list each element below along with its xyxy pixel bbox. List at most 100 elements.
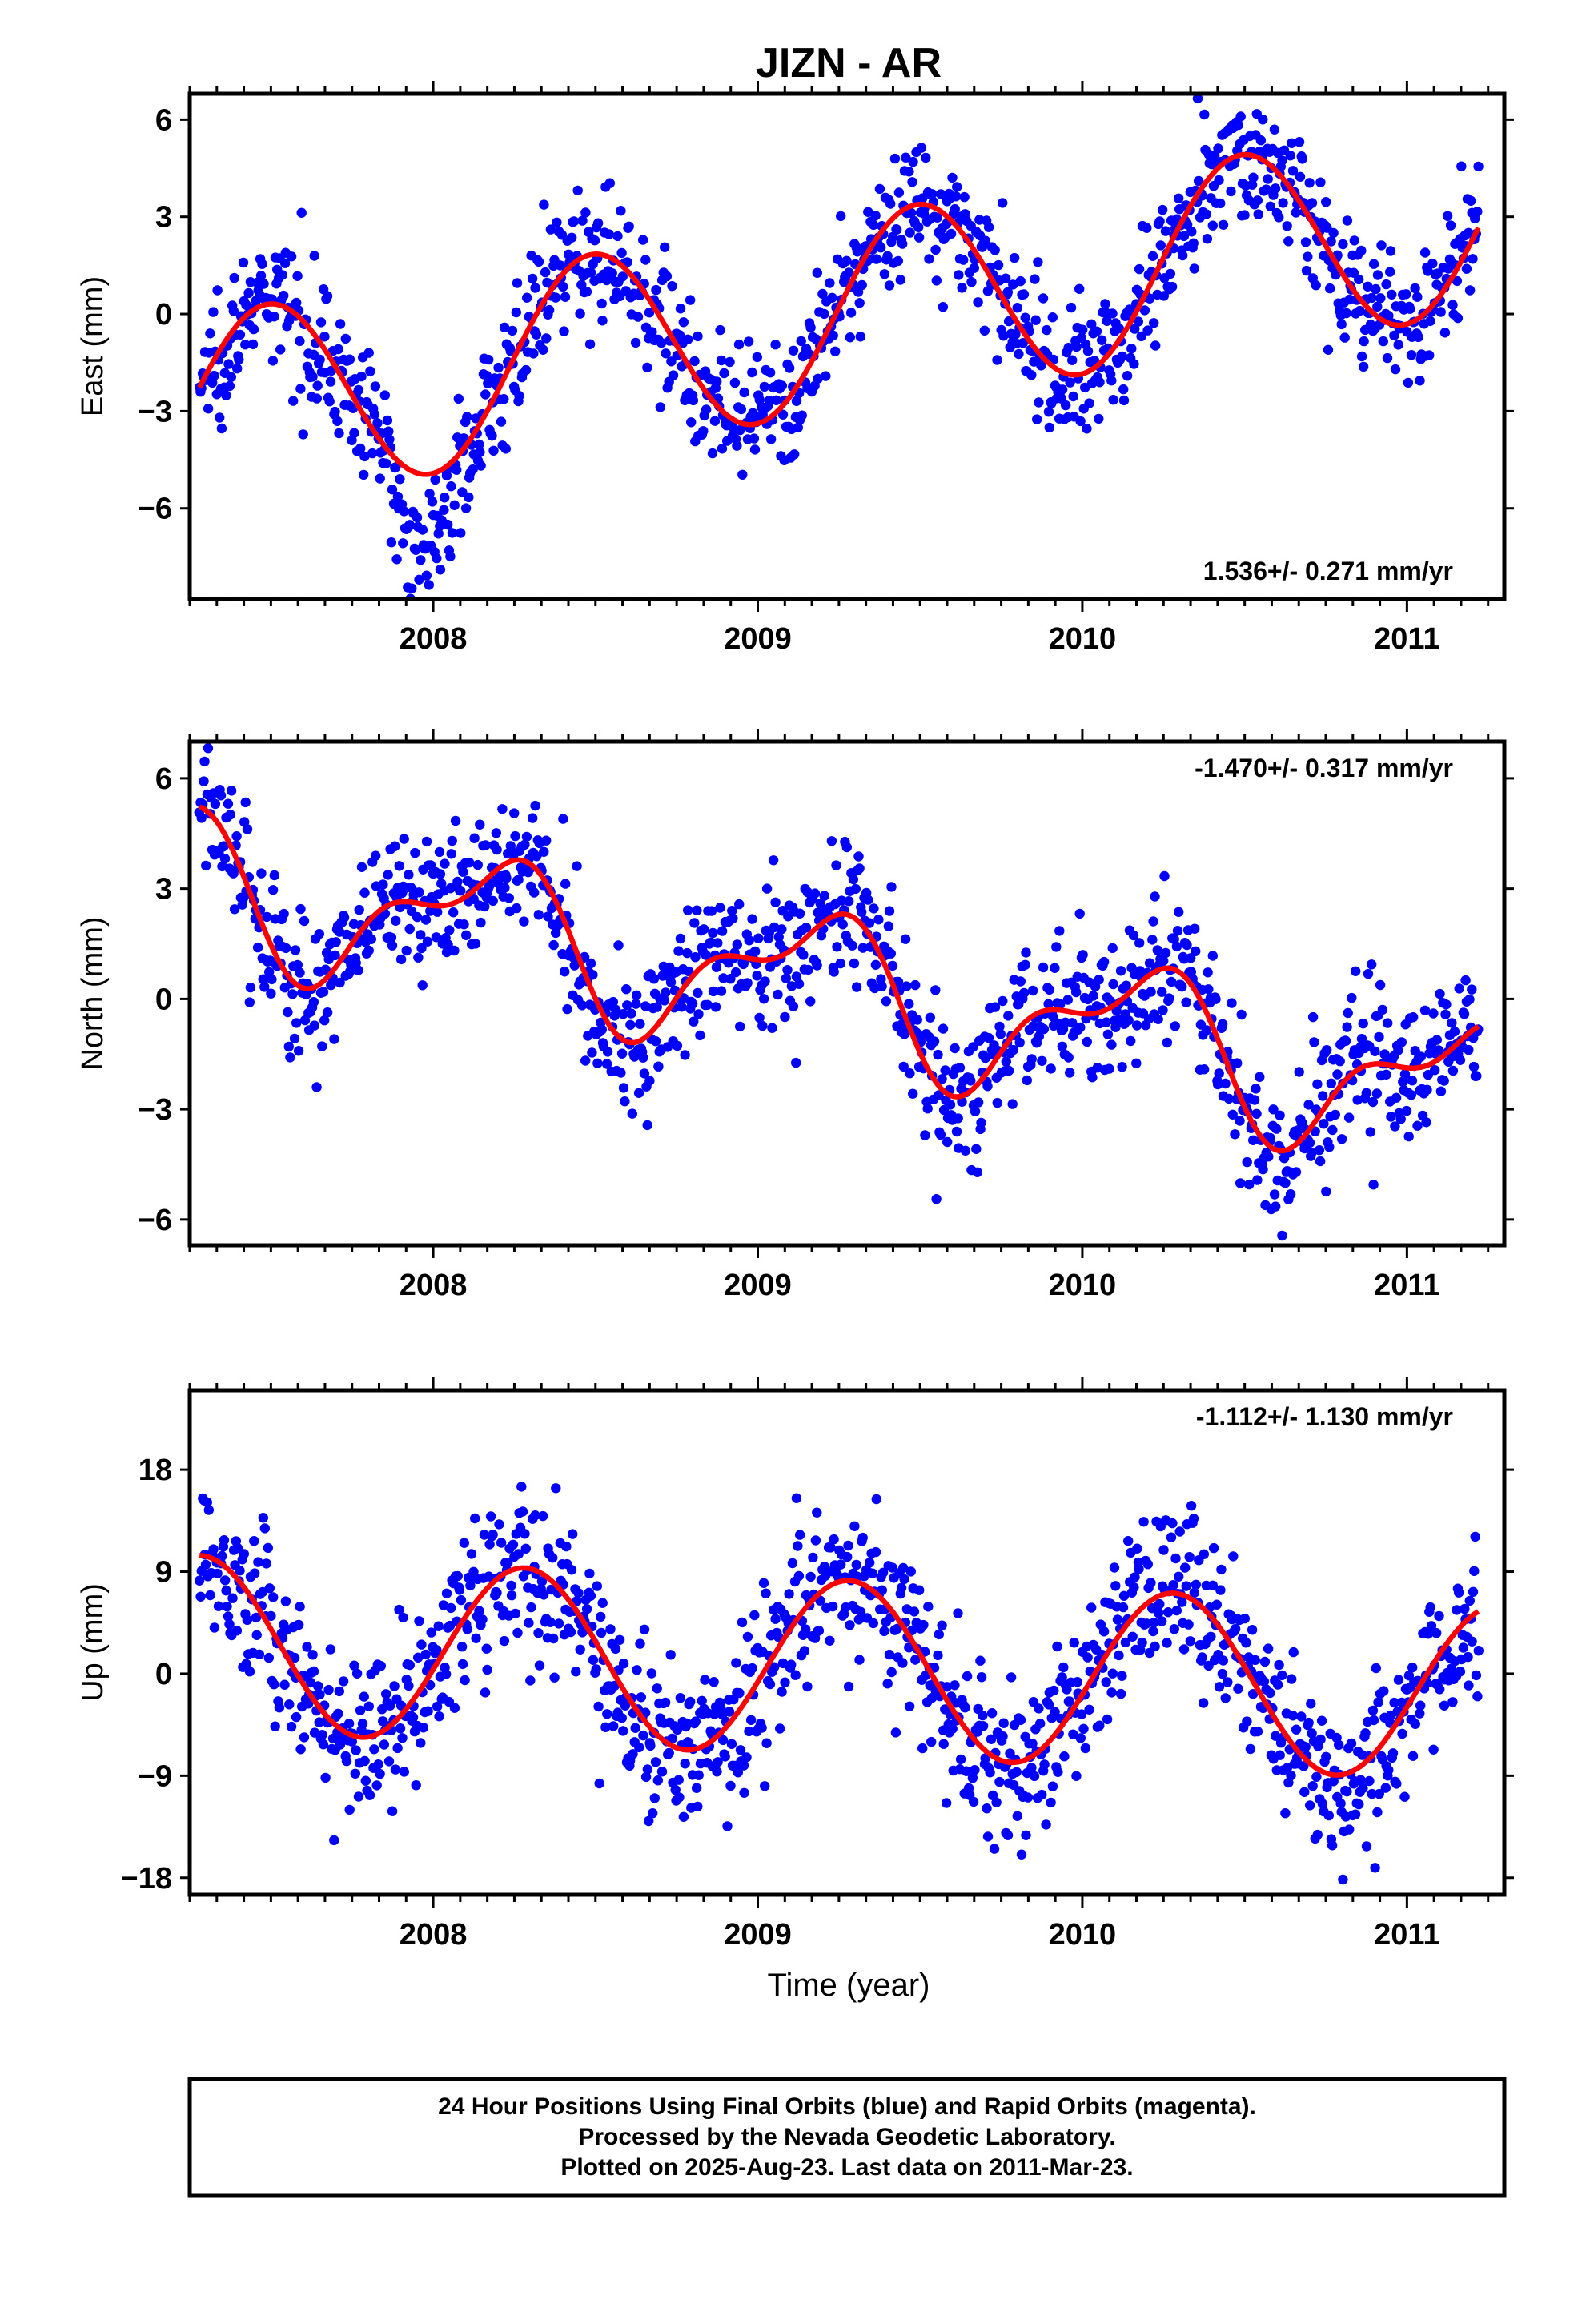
data-point [656,1767,668,1777]
data-point [510,830,520,842]
data-point [784,1589,794,1599]
data-point [1233,119,1244,131]
data-point [210,798,221,810]
data-point [788,345,799,356]
data-point [1447,1018,1457,1028]
data-point [1271,1124,1282,1134]
data-point [1133,316,1144,327]
data-point [935,1129,946,1140]
data-point [1455,1667,1466,1677]
data-point [648,974,660,984]
data-point [618,1726,628,1736]
data-point [1088,991,1098,1001]
data-point [656,337,667,348]
data-point [283,1041,294,1052]
data-point [499,394,509,404]
data-point [369,409,380,420]
data-point [532,851,542,862]
data-point [1129,359,1139,369]
data-point [1202,234,1213,244]
data-point [1138,1517,1149,1527]
data-point [953,1113,963,1124]
data-point [379,1739,389,1750]
data-point [573,1588,584,1598]
data-point [416,943,427,954]
data-point [1307,1011,1319,1023]
data-point [588,970,598,980]
data-point [1252,195,1263,206]
data-point [1427,258,1438,269]
data-point [356,371,367,382]
y-tick-label: −6 [138,1204,172,1237]
data-point [627,1108,637,1119]
data-point [1285,1189,1296,1200]
data-point [613,940,624,951]
data-point [952,182,962,192]
data-point [885,948,897,959]
data-point [600,1722,611,1732]
data-point [626,1008,636,1019]
data-point [976,1672,987,1683]
data-point [219,841,229,851]
data-point [1174,193,1184,203]
data-point [1464,227,1474,238]
data-point [534,1660,545,1671]
data-point [990,1002,1001,1012]
data-point [841,255,852,266]
data-point [1107,1668,1118,1679]
data-point [913,222,924,232]
data-point [825,278,835,288]
data-point [941,1798,952,1808]
data-point [500,883,510,893]
data-point [850,883,861,895]
data-point [506,1580,516,1591]
data-point [356,862,367,873]
data-point [1389,1697,1399,1708]
data-point [194,1575,205,1586]
data-point [1201,209,1211,219]
data-point [933,1650,943,1661]
y-axis-label: Up (mm) [76,1583,110,1702]
data-point [830,346,841,356]
data-point [588,1655,599,1665]
data-point [938,1023,949,1034]
data-point [1142,223,1152,233]
data-point [1038,962,1049,973]
data-point [548,939,559,951]
x-tick-label: 2010 [1049,622,1117,656]
data-point [991,1797,1002,1807]
data-point [1387,289,1397,300]
data-point [550,292,561,303]
data-point [1361,1841,1372,1852]
data-point [706,906,717,916]
data-point [1370,1046,1380,1057]
data-point [970,1106,981,1116]
data-point [1283,236,1294,247]
data-point [1468,254,1478,264]
data-point [853,1614,865,1625]
data-point [1146,987,1156,997]
data-point [912,1015,923,1025]
data-point [343,1719,355,1729]
data-point [386,537,397,548]
data-point [857,1532,868,1543]
data-point [1385,246,1396,256]
data-point [452,1570,463,1582]
data-point [848,874,859,885]
data-point [989,1844,1000,1854]
x-tick-label: 2011 [1374,622,1439,656]
data-point [782,965,793,975]
data-point [349,428,359,438]
y-tick-label: −6 [138,493,172,526]
data-point [585,958,596,969]
data-point [1326,1078,1337,1089]
data-point [203,743,214,754]
data-point [644,1076,655,1086]
data-point [955,1754,966,1765]
data-point [937,1074,947,1084]
data-point [513,1549,524,1559]
data-point [1452,312,1464,324]
data-point [1032,414,1042,424]
data-point [1435,988,1445,999]
